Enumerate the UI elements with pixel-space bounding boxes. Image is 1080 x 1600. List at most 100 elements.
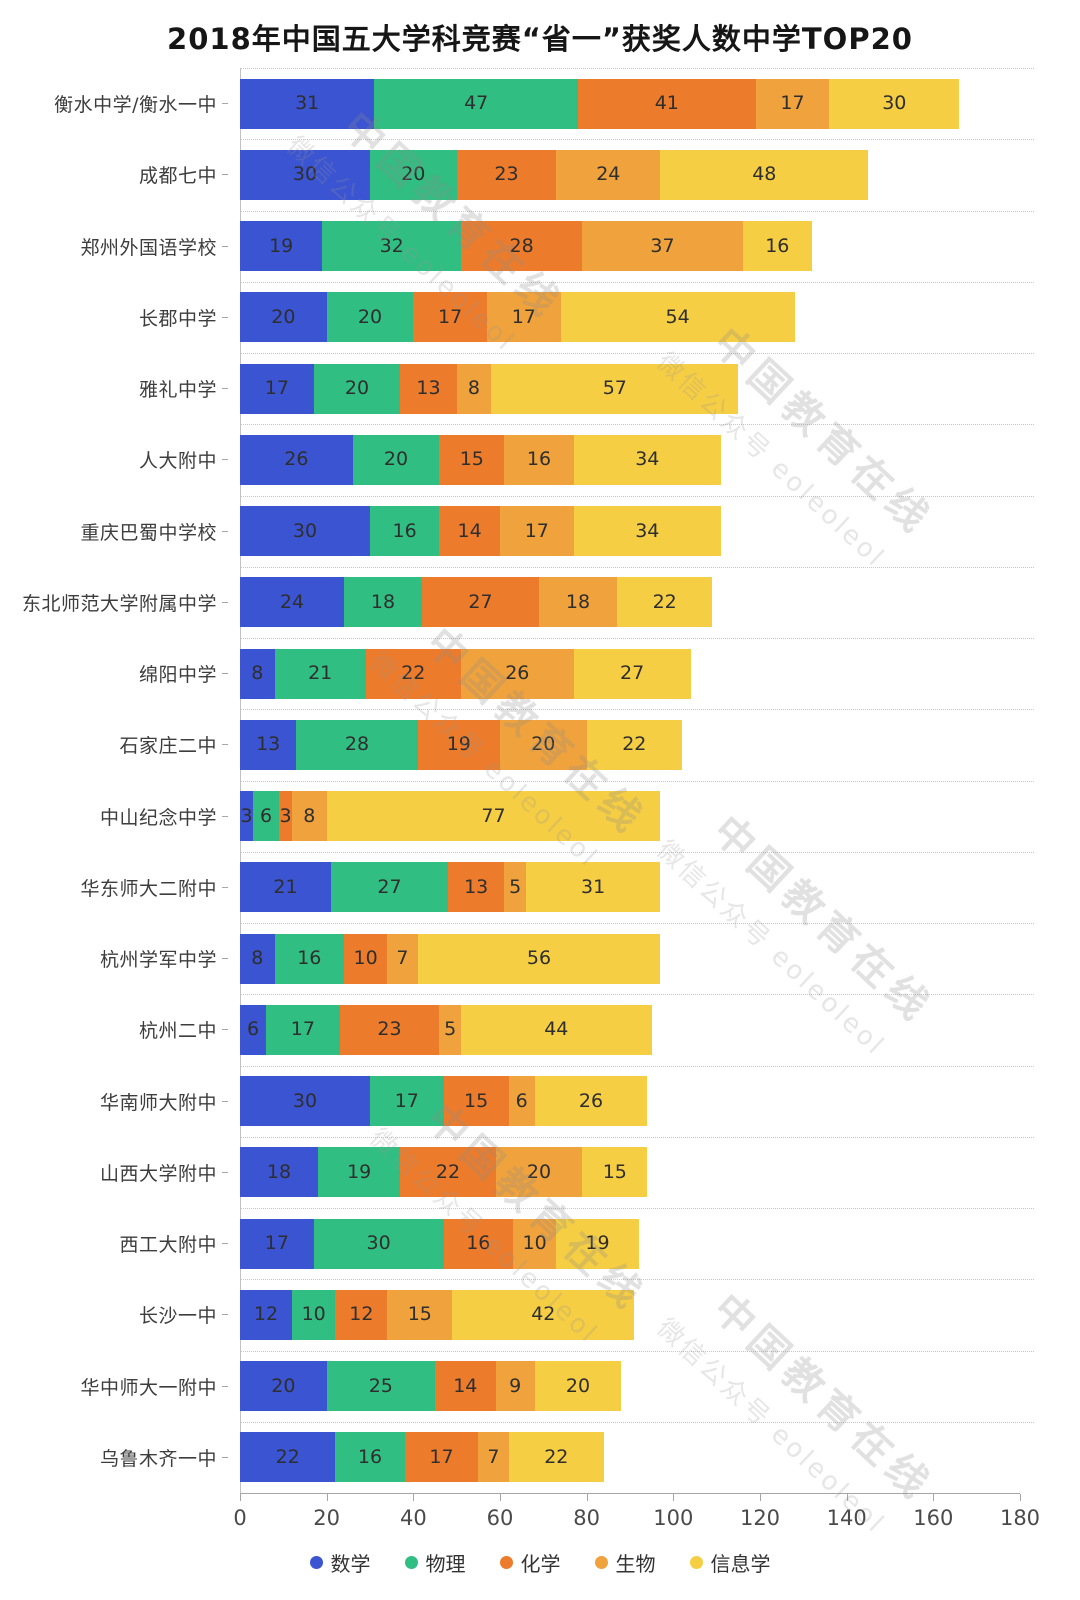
segment-value: 13 — [416, 377, 441, 400]
bar-row: 6 17 23 5 44 — [240, 994, 1020, 1065]
school-label: 华南师大附中 — [0, 1066, 228, 1137]
bar-segment: 5 — [439, 1004, 461, 1055]
segment-value: 8 — [251, 662, 264, 685]
gridline — [240, 353, 1034, 354]
segment-value: 25 — [368, 1374, 393, 1397]
segment-value: 30 — [292, 1089, 318, 1112]
bar-segment: 22 — [365, 648, 461, 699]
segment-value: 3 — [240, 804, 253, 827]
segment-value: 10 — [353, 947, 378, 970]
gridline — [240, 851, 1034, 853]
gridline — [240, 994, 1034, 996]
bar-segment: 13 — [448, 862, 505, 913]
y-tick — [222, 601, 228, 603]
bar-segment: 10 — [292, 1289, 336, 1340]
segment-value: 20 — [565, 1374, 591, 1397]
bar-segment: 19 — [318, 1147, 401, 1198]
legend-item: 生物 — [594, 1548, 656, 1577]
segment-value: 20 — [271, 305, 296, 328]
stacked-bar: 30 16 14 17 34 — [240, 506, 1020, 557]
segment-value: 8 — [303, 804, 316, 827]
bar-row: 17 30 16 10 19 — [240, 1208, 1020, 1279]
segment-value: 20 — [357, 305, 383, 328]
y-tick — [222, 1029, 228, 1031]
gridline — [240, 281, 1034, 283]
legend-label: 信息学 — [710, 1552, 771, 1576]
segment-value: 41 — [654, 92, 679, 115]
plot-area: 31 47 41 17 30 30 20 23 24 48 19 32 28 37 16 20 20 17 17 5 4… — [240, 68, 1034, 1493]
segment-value: 19 — [446, 733, 471, 756]
segment-value: 5 — [444, 1018, 457, 1041]
bar-segment: 12 — [240, 1289, 292, 1340]
bar-segment: 17 — [266, 1004, 340, 1055]
x-tick — [326, 1494, 328, 1501]
bar-segment: 31 — [240, 78, 375, 129]
legend-item: 物理 — [404, 1548, 466, 1577]
y-tick — [222, 958, 228, 960]
bar-row: 20 20 17 17 54 — [240, 282, 1020, 353]
bar-row: 31 47 41 17 30 — [240, 68, 1020, 139]
bar-row: 19 32 28 37 16 — [240, 211, 1020, 282]
school-label: 西工大附中 — [0, 1208, 228, 1279]
x-tick — [413, 1494, 415, 1501]
school-label: 郑州外国语学校 — [0, 211, 228, 282]
segment-value: 6 — [515, 1089, 528, 1112]
bar-segment: 48 — [660, 149, 869, 200]
bar-row: 30 20 23 24 48 — [240, 139, 1020, 210]
stacked-bar: 12 10 12 15 42 — [240, 1289, 1020, 1340]
bar-segment: 57 — [491, 363, 739, 414]
segment-value: 23 — [377, 1018, 402, 1041]
segment-value: 21 — [308, 662, 333, 685]
segment-value: 28 — [509, 234, 534, 257]
school-label: 长沙一中 — [0, 1279, 228, 1350]
gridline — [240, 1136, 1034, 1138]
segment-value: 27 — [377, 875, 402, 898]
bar-segment: 41 — [577, 78, 756, 129]
legend: 数学 物理 化学 生物 信息学 — [0, 1548, 1080, 1577]
stacked-bar: 22 16 17 7 22 — [240, 1432, 1020, 1483]
stacked-bar: 3 6 3 8 77 — [240, 791, 1020, 842]
y-tick — [222, 530, 228, 532]
segment-value: 13 — [256, 733, 281, 756]
gridline — [240, 495, 1034, 497]
segment-value: 20 — [401, 163, 426, 186]
bar-row: 8 21 22 26 27 — [240, 638, 1020, 709]
stacked-bar: 19 32 28 37 16 — [240, 221, 1020, 272]
segment-value: 8 — [467, 377, 481, 400]
segment-value: 16 — [765, 234, 790, 257]
x-axis: 0 20 40 60 80 100 120 140 160 180 — [233, 1493, 1040, 1530]
bar-segment: 47 — [374, 78, 578, 129]
segment-value: 20 — [344, 377, 370, 400]
segment-value: 10 — [522, 1232, 547, 1255]
gridline — [240, 1279, 1034, 1281]
bar-segment: 8 — [292, 791, 327, 842]
bar-segment: 8 — [456, 363, 492, 414]
bar-segment: 20 — [499, 719, 587, 770]
segment-value: 22 — [652, 590, 677, 613]
legend-dot — [404, 1556, 418, 1569]
stacked-bar: 26 20 15 16 34 — [240, 434, 1020, 485]
bar-segment: 23 — [339, 1004, 440, 1055]
stacked-bar: 30 17 15 6 26 — [240, 1076, 1020, 1127]
bar-segment: 20 — [313, 363, 401, 414]
segment-value: 56 — [526, 947, 552, 970]
stacked-bar: 17 20 13 8 57 — [240, 363, 1020, 414]
y-tick — [222, 1243, 228, 1245]
x-tick — [933, 1494, 935, 1501]
x-tick — [673, 1494, 675, 1501]
legend-label: 物理 — [425, 1552, 466, 1576]
bar-row: 3 6 3 8 77 — [240, 781, 1020, 852]
bar-segment: 15 — [582, 1147, 648, 1198]
segment-value: 17 — [524, 519, 549, 542]
bar-segment: 20 — [352, 434, 440, 485]
x-tick-label: 20 — [313, 1506, 341, 1530]
x-tick — [760, 1494, 761, 1501]
y-tick — [222, 673, 228, 675]
stacked-bar: 8 21 22 26 27 — [240, 648, 1020, 699]
x-tick-label: 80 — [573, 1506, 601, 1530]
bar-segment: 25 — [326, 1361, 435, 1412]
stacked-bar: 13 28 19 20 22 — [240, 719, 1020, 770]
bar-segment: 17 — [404, 1432, 479, 1483]
segment-value: 22 — [544, 1445, 569, 1468]
school-label: 重庆巴蜀中学校 — [0, 496, 228, 567]
